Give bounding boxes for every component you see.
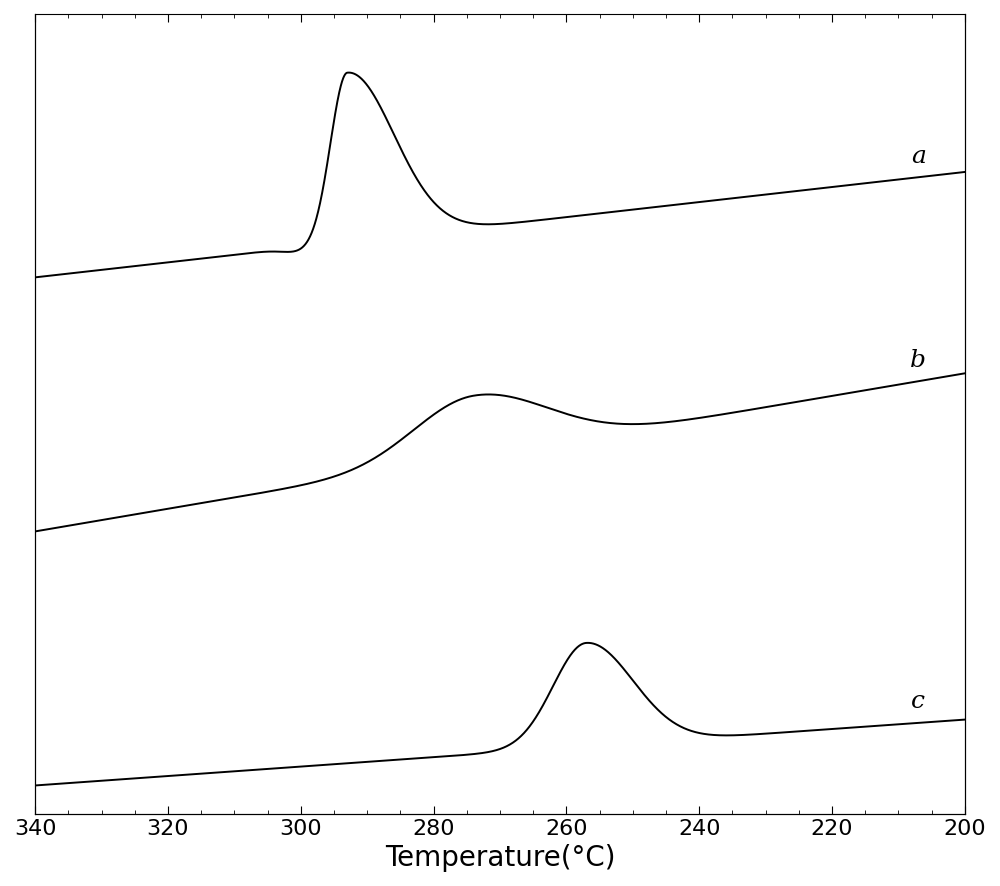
Text: c: c xyxy=(911,690,925,713)
Text: a: a xyxy=(911,144,926,167)
X-axis label: Temperature(°C): Temperature(°C) xyxy=(385,844,615,872)
Text: b: b xyxy=(910,349,926,372)
